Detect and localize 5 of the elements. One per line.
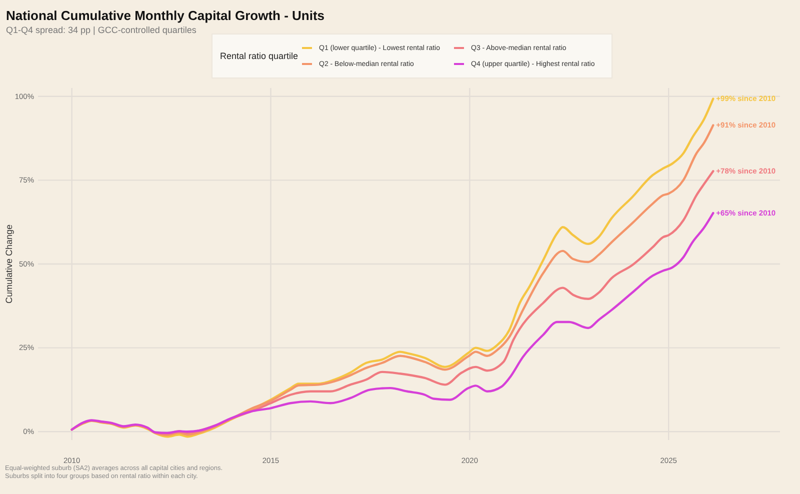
line-series [70, 212, 714, 434]
legend-title: Rental ratio quartile [220, 50, 298, 61]
chart-subtitle: Q1-Q4 spread: 34 pp | GCC-controlled quartiles [6, 25, 197, 35]
y-axis-title: Cumulative Change [4, 224, 14, 304]
chart-title: National Cumulative Monthly Capital Growth - Units [6, 8, 325, 23]
